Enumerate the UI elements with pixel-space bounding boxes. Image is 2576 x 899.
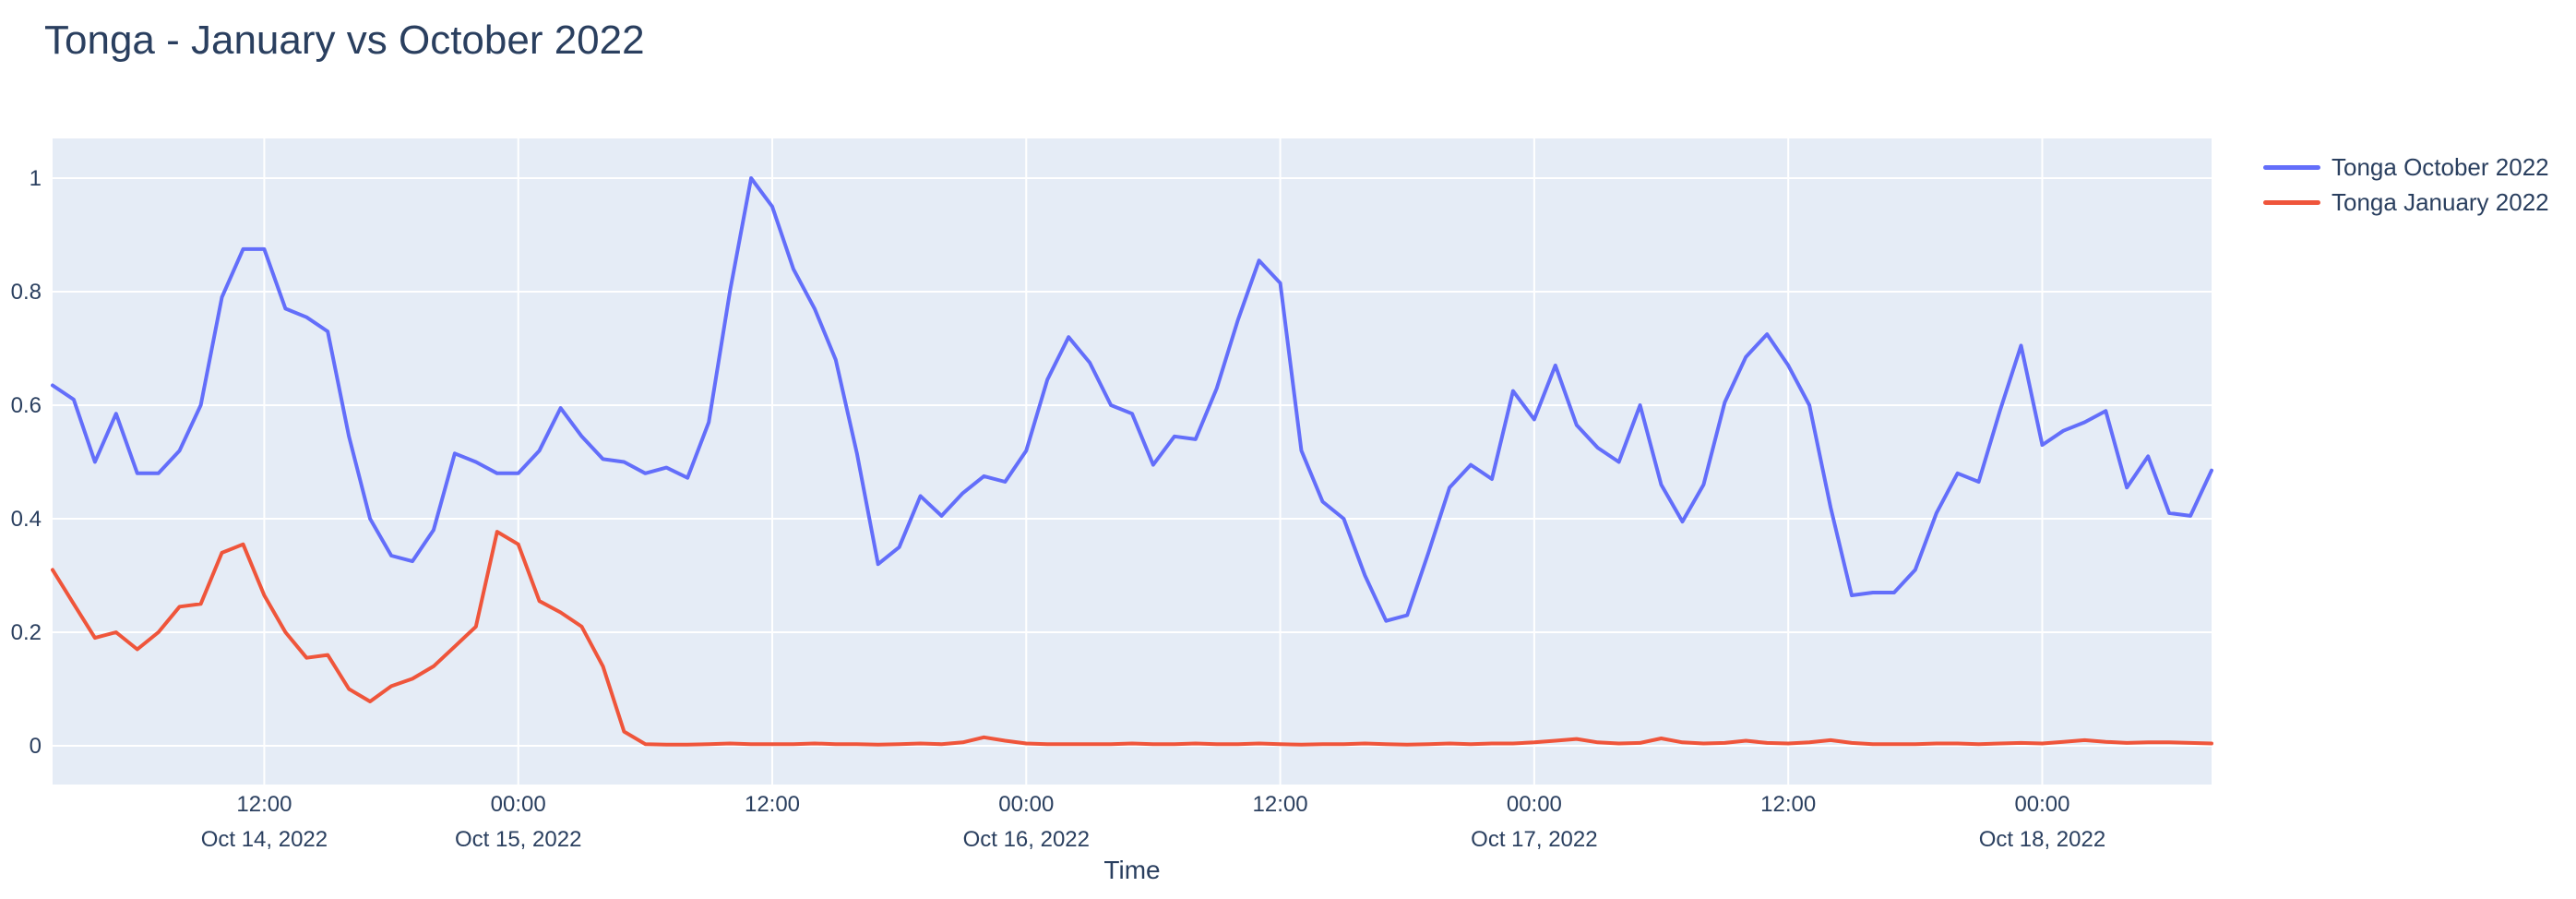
svg-text:00:00: 00:00 [1507, 792, 1562, 817]
svg-text:0.8: 0.8 [11, 280, 42, 305]
svg-text:12:00: 12:00 [1253, 792, 1308, 817]
legend-label: Tonga October 2022 [2332, 152, 2549, 181]
chart-title: Tonga - January vs October 2022 [44, 18, 645, 63]
legend: Tonga October 2022 Tonga January 2022 [2263, 150, 2549, 220]
svg-text:12:00: 12:00 [236, 792, 292, 817]
svg-text:0.6: 0.6 [11, 393, 42, 418]
series-line-tonga-january-2022 [51, 530, 2213, 747]
svg-text:Oct 15, 2022: Oct 15, 2022 [455, 827, 581, 852]
svg-text:0.4: 0.4 [11, 507, 42, 532]
x-tick-labels: 12:00 Oct 14, 2022 00:00 Oct 15, 2022 12:00 0… [201, 792, 2105, 852]
svg-text:Oct 18, 2022: Oct 18, 2022 [1979, 827, 2105, 852]
gridlines [53, 138, 2212, 785]
svg-text:12:00: 12:00 [745, 792, 800, 817]
plot-background[interactable] [53, 138, 2212, 785]
svg-text:Oct 17, 2022: Oct 17, 2022 [1471, 827, 1597, 852]
svg-text:00:00: 00:00 [491, 792, 546, 817]
y-tick-labels: 0 0.2 0.4 0.6 0.8 1 [11, 166, 42, 759]
svg-text:12:00: 12:00 [1760, 792, 1816, 817]
series-line-tonga-october-2022 [51, 176, 2213, 623]
svg-text:0: 0 [30, 734, 42, 759]
legend-line-swatch-october [2263, 164, 2320, 170]
svg-text:1: 1 [30, 166, 42, 191]
svg-text:Oct 14, 2022: Oct 14, 2022 [201, 827, 328, 852]
svg-text:Oct 16, 2022: Oct 16, 2022 [963, 827, 1090, 852]
svg-text:00:00: 00:00 [998, 792, 1054, 817]
legend-item-tonga-january-2022[interactable]: Tonga January 2022 [2263, 185, 2549, 220]
legend-item-tonga-october-2022[interactable]: Tonga October 2022 [2263, 150, 2549, 185]
legend-label: Tonga January 2022 [2332, 187, 2549, 216]
legend-line-swatch-january [2263, 199, 2320, 205]
svg-text:0.2: 0.2 [11, 620, 42, 645]
svg-text:00:00: 00:00 [2014, 792, 2069, 817]
x-axis-title: Time [1103, 856, 1161, 884]
